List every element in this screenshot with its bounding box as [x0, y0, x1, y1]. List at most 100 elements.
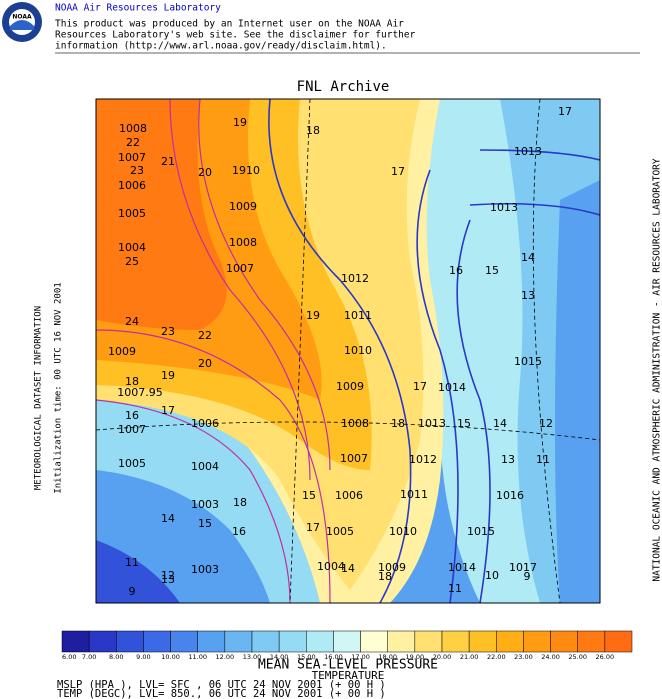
side-label: Initialization time: 00 UTC 16 NOV 2001: [54, 282, 64, 493]
colorbar-label: 12.00: [216, 653, 235, 661]
map-title: FNL Archive: [297, 79, 390, 95]
colorbar-label: 22.00: [487, 653, 506, 661]
colorbar-swatch: [116, 630, 144, 653]
colorbar-swatch: [414, 630, 443, 653]
contour-label: 18: [391, 417, 405, 430]
colorbar-swatch: [550, 630, 578, 653]
contour-label: 1003: [191, 498, 219, 511]
contour-label: 1017: [509, 561, 537, 574]
contour-label: 25: [125, 255, 139, 268]
contour-label: 17: [558, 105, 572, 118]
contour-label: 1012: [341, 272, 369, 285]
contour-label: 21: [161, 155, 175, 168]
footer-info: TEMP (DEGC), LVL= 850., 06 UTC 24 NOV 20…: [57, 688, 386, 699]
colorbar-swatch: [577, 630, 606, 653]
contour-label: 1009: [229, 200, 257, 213]
colorbar-label: 20.00: [433, 653, 452, 661]
side-label: METEOROLOGICAL DATASET INFORMATION: [34, 306, 44, 490]
contour-label: 1007: [118, 151, 146, 164]
contour-label: 1007: [118, 423, 146, 436]
colorbar-swatch: [387, 630, 416, 653]
contour-label: 1003: [191, 563, 219, 576]
contour-label: 1015: [467, 525, 495, 538]
contour-label: 1009: [378, 561, 406, 574]
colorbar-swatch: [468, 630, 497, 653]
contour-label: 13: [161, 573, 175, 586]
contour-label: 1009: [108, 345, 136, 358]
contour-label: 16: [125, 409, 139, 422]
contour-label: 11: [536, 453, 550, 466]
header-title: NOAA Air Resources Laboratory: [55, 3, 221, 14]
contour-label: 23: [161, 325, 175, 338]
contour-label: 15: [457, 417, 471, 430]
contour-label: 1011: [344, 309, 372, 322]
contour-label: 1008: [229, 236, 257, 249]
colorbar-label: 10.00: [161, 653, 180, 661]
contour-label: 1012: [409, 453, 437, 466]
colorbar-label: 26.00: [596, 653, 615, 661]
contour-label: 1007.95: [117, 386, 163, 399]
contour-label: 15: [485, 264, 499, 277]
contour-label: 22: [198, 329, 212, 342]
contour-label: 19: [306, 309, 320, 322]
colorbar-swatch: [306, 630, 334, 653]
contour-label: 1008: [341, 417, 369, 430]
colorbar-label: 17.00: [351, 653, 370, 661]
footer-info: MSLP (HPA ), LVL= SFC , 06 UTC 24 NOV 20…: [57, 679, 386, 691]
contour-label: 13: [521, 289, 535, 302]
contour-label: 13: [501, 453, 515, 466]
contour-label: 1006: [118, 179, 146, 192]
colorbar-label: 6.00: [62, 653, 76, 661]
contour-label: 17: [391, 165, 405, 178]
contour-label: 1910: [232, 164, 260, 177]
contour-label: 1008: [119, 122, 147, 135]
colorbar-label: 21.00: [460, 653, 479, 661]
colorbar-label: 19.00: [406, 653, 425, 661]
contour-label: 1006: [191, 417, 219, 430]
colorbar-swatch: [333, 630, 361, 653]
colorbar-swatch: [360, 630, 388, 653]
colorbar-label: 14.00: [270, 653, 289, 661]
colorbar-swatch: [197, 630, 226, 653]
colorbar-label: 9.00: [136, 653, 150, 661]
colorbar-label: 16.00: [324, 653, 343, 661]
contour-label: 1004: [191, 460, 219, 473]
contour-label: 24: [125, 315, 139, 328]
contour-label: 18: [306, 124, 320, 137]
contour-label: 18: [378, 570, 392, 583]
colorbar-label: 24.00: [541, 653, 560, 661]
contour-label: 17: [306, 521, 320, 534]
colorbar-label: 13.00: [243, 653, 262, 661]
colorbar-swatch: [604, 630, 633, 653]
contour-label: 1004: [118, 241, 146, 254]
contour-label: 1014: [438, 381, 466, 394]
logo: NOAA: [2, 2, 42, 42]
contour-label: 19: [161, 369, 175, 382]
contour-label: 12: [539, 417, 553, 430]
contour-label: 14: [521, 251, 535, 264]
contour-label: 10: [485, 569, 499, 582]
colorbar-swatch: [523, 630, 551, 653]
colorbar-label: 7.00: [82, 653, 96, 661]
contour-label: 11: [125, 556, 139, 569]
contour-label: 1009: [336, 380, 364, 393]
contour-label: 1013: [418, 417, 446, 430]
contour-label: 1006: [335, 489, 363, 502]
map-frame: [95, 98, 601, 604]
colorbar-swatch: [224, 630, 253, 653]
contour-label: 14: [493, 417, 507, 430]
contour-label: 20: [198, 166, 212, 179]
colorbar-swatch: [496, 630, 524, 653]
contour-label: 20: [198, 357, 212, 370]
contour-label: 17: [413, 380, 427, 393]
colorbar-label: 23.00: [514, 653, 533, 661]
map: [96, 99, 600, 603]
colorbar-label: 15.00: [297, 653, 316, 661]
contour-label: 1013: [514, 145, 542, 158]
contour-label: 14: [341, 562, 355, 575]
contour-label: 18: [125, 375, 139, 388]
footer-title: MEAN SEA-LEVEL PRESSURE: [258, 658, 438, 673]
contour-label: 16: [232, 525, 246, 538]
footer-subtitle: TEMPERATURE: [312, 669, 385, 682]
